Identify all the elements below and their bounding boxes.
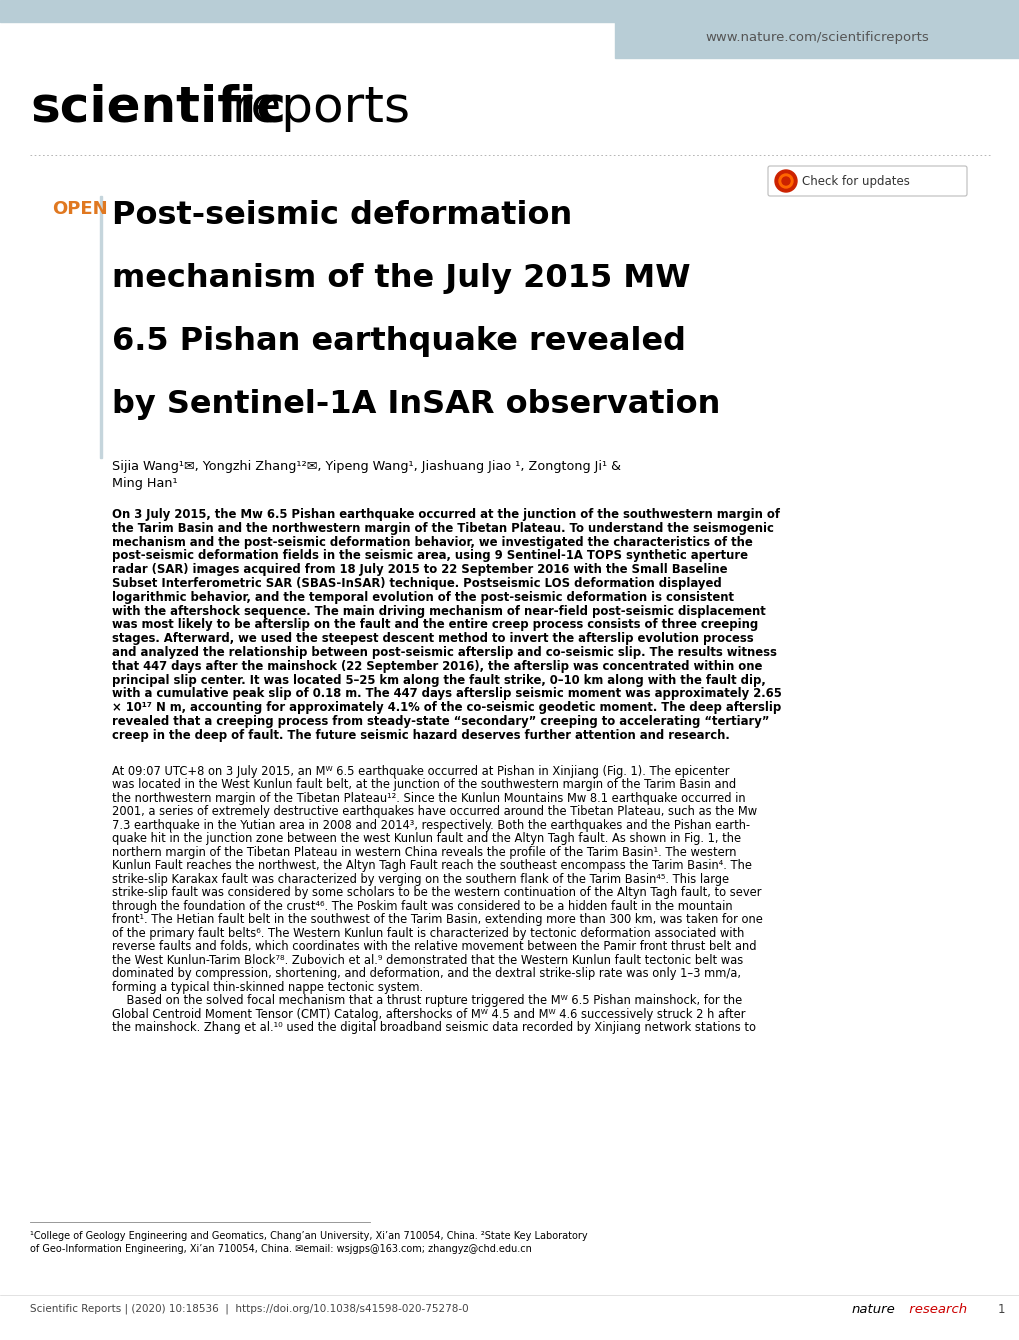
Text: principal slip center. It was located 5–25 km along the fault strike, 0–10 km al: principal slip center. It was located 5–…	[112, 674, 765, 686]
Circle shape	[782, 177, 790, 185]
Text: strike-slip Karakax fault was characterized by verging on the southern flank of : strike-slip Karakax fault was characteri…	[112, 872, 729, 886]
Text: logarithmic behavior, and the temporal evolution of the post-seismic deformation: logarithmic behavior, and the temporal e…	[112, 591, 734, 604]
Text: Subset Interferometric SAR (SBAS-InSAR) technique. Postseismic LOS deformation d: Subset Interferometric SAR (SBAS-InSAR) …	[112, 578, 721, 590]
Text: that 447 days after the mainshock (22 September 2016), the afterslip was concent: that 447 days after the mainshock (22 Se…	[112, 659, 761, 673]
Text: At 09:07 UTC+8 on 3 July 2015, an Mᵂ 6.5 earthquake occurred at Pishan in Xinjia: At 09:07 UTC+8 on 3 July 2015, an Mᵂ 6.5…	[112, 765, 729, 777]
Text: forming a typical thin-skinned nappe tectonic system.: forming a typical thin-skinned nappe tec…	[112, 981, 423, 993]
Text: Post-seismic deformation: Post-seismic deformation	[112, 200, 572, 230]
Text: Ming Han¹: Ming Han¹	[112, 477, 177, 490]
Circle shape	[774, 170, 796, 192]
Text: of the primary fault belts⁶. The Western Kunlun fault is characterized by tecton: of the primary fault belts⁶. The Western…	[112, 926, 744, 939]
Text: 7.3 earthquake in the Yutian area in 2008 and 2014³, respectively. Both the eart: 7.3 earthquake in the Yutian area in 200…	[112, 819, 749, 832]
Text: research: research	[904, 1302, 966, 1316]
Text: the northwestern margin of the Tibetan Plateau¹². Since the Kunlun Mountains Mw : the northwestern margin of the Tibetan P…	[112, 792, 745, 804]
Text: reports: reports	[231, 84, 411, 133]
Text: × 10¹⁷ N m, accounting for approximately 4.1% of the co-seismic geodetic moment.: × 10¹⁷ N m, accounting for approximately…	[112, 701, 781, 714]
Text: radar (SAR) images acquired from 18 July 2015 to 22 September 2016 with the Smal: radar (SAR) images acquired from 18 July…	[112, 563, 727, 576]
Text: 2001, a series of extremely destructive earthquakes have occurred around the Tib: 2001, a series of extremely destructive …	[112, 805, 756, 819]
Text: On 3 July 2015, the Mw 6.5 Pishan earthquake occurred at the junction of the sou: On 3 July 2015, the Mw 6.5 Pishan earthq…	[112, 508, 780, 521]
Text: Sijia Wang¹✉, Yongzhi Zhang¹²✉, Yipeng Wang¹, Jiashuang Jiao ¹, Zongtong Ji¹ &: Sijia Wang¹✉, Yongzhi Zhang¹²✉, Yipeng W…	[112, 460, 621, 473]
Text: 1: 1	[997, 1302, 1004, 1316]
Text: Global Centroid Moment Tensor (CMT) Catalog, aftershocks of Mᵂ 4.5 and Mᵂ 4.6 su: Global Centroid Moment Tensor (CMT) Cata…	[112, 1008, 745, 1021]
Bar	[100, 196, 102, 458]
Text: was most likely to be afterslip on the fault and the entire creep process consis: was most likely to be afterslip on the f…	[112, 618, 757, 631]
Text: mechanism and the post-seismic deformation behavior, we investigated the charact: mechanism and the post-seismic deformati…	[112, 536, 752, 548]
Text: and analyzed the relationship between post-seismic afterslip and co-seismic slip: and analyzed the relationship between po…	[112, 646, 776, 659]
Text: Scientific Reports | (2020) 10:18536  |  https://doi.org/10.1038/s41598-020-7527: Scientific Reports | (2020) 10:18536 | h…	[30, 1302, 468, 1313]
Text: strike-slip fault was considered by some scholars to be the western continuation: strike-slip fault was considered by some…	[112, 886, 761, 899]
Text: quake hit in the junction zone between the west Kunlun fault and the Altyn Tagh : quake hit in the junction zone between t…	[112, 832, 741, 846]
Text: front¹. The Hetian fault belt in the southwest of the Tarim Basin, extending mor: front¹. The Hetian fault belt in the sou…	[112, 913, 762, 926]
Text: reverse faults and folds, which coordinates with the relative movement between t: reverse faults and folds, which coordina…	[112, 941, 756, 953]
Text: dominated by compression, shortening, and deformation, and the dextral strike-sl: dominated by compression, shortening, an…	[112, 967, 740, 980]
Text: nature: nature	[851, 1302, 895, 1316]
Bar	[614, 0, 1019, 58]
Text: by Sentinel-1A InSAR observation: by Sentinel-1A InSAR observation	[112, 389, 719, 419]
Text: post-seismic deformation fields in the seismic area, using 9 Sentinel-1A TOPS sy: post-seismic deformation fields in the s…	[112, 549, 747, 563]
Text: the mainshock. Zhang et al.¹⁰ used the digital broadband seismic data recorded b: the mainshock. Zhang et al.¹⁰ used the d…	[112, 1021, 755, 1034]
Text: of Geo-Information Engineering, Xi’an 710054, China. ✉email: wsjgps@163.com; zha: of Geo-Information Engineering, Xi’an 71…	[30, 1244, 531, 1254]
Bar	[0, 0, 1019, 21]
Text: was located in the West Kunlun fault belt, at the junction of the southwestern m: was located in the West Kunlun fault bel…	[112, 779, 736, 791]
Text: Based on the solved focal mechanism that a thrust rupture triggered the Mᵂ 6.5 P: Based on the solved focal mechanism that…	[112, 994, 742, 1008]
Text: 6.5 Pishan earthquake revealed: 6.5 Pishan earthquake revealed	[112, 326, 686, 356]
Text: Kunlun Fault reaches the northwest, the Altyn Tagh Fault reach the southeast enc: Kunlun Fault reaches the northwest, the …	[112, 859, 751, 872]
FancyBboxPatch shape	[767, 166, 966, 196]
Text: mechanism of the July 2015 MW: mechanism of the July 2015 MW	[112, 263, 690, 293]
Text: OPEN: OPEN	[52, 200, 108, 218]
Text: with a cumulative peak slip of 0.18 m. The 447 days afterslip seismic moment was: with a cumulative peak slip of 0.18 m. T…	[112, 687, 781, 701]
Text: the Tarim Basin and the northwestern margin of the Tibetan Plateau. To understan: the Tarim Basin and the northwestern mar…	[112, 521, 773, 535]
Text: northern margin of the Tibetan Plateau in western China reveals the profile of t: northern margin of the Tibetan Plateau i…	[112, 846, 736, 859]
Text: creep in the deep of fault. The future seismic hazard deserves further attention: creep in the deep of fault. The future s…	[112, 729, 729, 742]
Text: the West Kunlun-Tarim Block⁷⁸. Zubovich et al.⁹ demonstrated that the Western Ku: the West Kunlun-Tarim Block⁷⁸. Zubovich …	[112, 954, 743, 966]
Text: with the aftershock sequence. The main driving mechanism of near-field post-seis: with the aftershock sequence. The main d…	[112, 604, 765, 618]
Text: through the foundation of the crust⁴⁶. The Poskim fault was considered to be a h: through the foundation of the crust⁴⁶. T…	[112, 899, 732, 913]
Circle shape	[779, 174, 792, 188]
Text: scientific: scientific	[30, 84, 285, 133]
Text: www.nature.com/scientificreports: www.nature.com/scientificreports	[705, 32, 928, 44]
Text: ¹College of Geology Engineering and Geomatics, Chang’an University, Xi’an 710054: ¹College of Geology Engineering and Geom…	[30, 1231, 587, 1241]
Text: stages. Afterward, we used the steepest descent method to invert the afterslip e: stages. Afterward, we used the steepest …	[112, 632, 753, 645]
Text: revealed that a creeping process from steady-state “secondary” creeping to accel: revealed that a creeping process from st…	[112, 716, 768, 728]
Text: Check for updates: Check for updates	[801, 174, 909, 188]
